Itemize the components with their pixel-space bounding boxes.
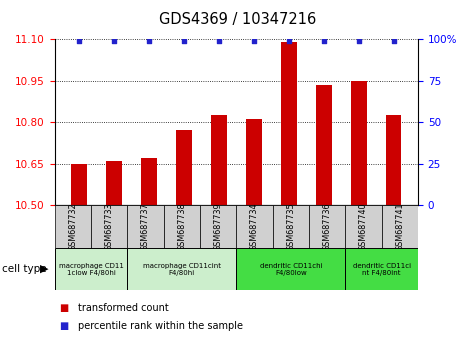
Text: dendritic CD11chi
F4/80low: dendritic CD11chi F4/80low bbox=[259, 263, 322, 275]
Text: GSM687736: GSM687736 bbox=[323, 202, 332, 251]
Bar bbox=[273, 205, 309, 248]
Bar bbox=[345, 248, 418, 290]
Bar bbox=[211, 115, 227, 205]
Text: GDS4369 / 10347216: GDS4369 / 10347216 bbox=[159, 12, 316, 27]
Text: ■: ■ bbox=[59, 321, 68, 331]
Bar bbox=[237, 248, 345, 290]
Bar bbox=[351, 81, 367, 205]
Text: GSM687739: GSM687739 bbox=[214, 202, 223, 251]
Text: cell type: cell type bbox=[2, 264, 47, 274]
Text: GSM687738: GSM687738 bbox=[177, 202, 186, 251]
Point bbox=[75, 39, 83, 44]
Text: GSM687741: GSM687741 bbox=[395, 202, 404, 251]
Bar bbox=[381, 205, 418, 248]
Text: transformed count: transformed count bbox=[78, 303, 169, 313]
Bar bbox=[176, 131, 192, 205]
Text: dendritic CD11ci
nt F4/80int: dendritic CD11ci nt F4/80int bbox=[352, 263, 411, 275]
Point bbox=[180, 39, 188, 44]
Bar bbox=[127, 205, 163, 248]
Bar bbox=[55, 248, 127, 290]
Point bbox=[215, 39, 223, 44]
Bar bbox=[141, 158, 157, 205]
Bar bbox=[316, 85, 332, 205]
Text: percentile rank within the sample: percentile rank within the sample bbox=[78, 321, 243, 331]
Point bbox=[355, 39, 362, 44]
Point bbox=[250, 39, 257, 44]
Text: macrophage CD11
1clow F4/80hi: macrophage CD11 1clow F4/80hi bbox=[58, 263, 124, 275]
Text: GSM687735: GSM687735 bbox=[286, 202, 295, 251]
Text: GSM687734: GSM687734 bbox=[250, 202, 259, 251]
Text: GSM687737: GSM687737 bbox=[141, 202, 150, 251]
Bar bbox=[200, 205, 237, 248]
Bar bbox=[237, 205, 273, 248]
Point bbox=[320, 39, 327, 44]
Text: GSM687733: GSM687733 bbox=[104, 202, 114, 251]
Bar bbox=[106, 161, 122, 205]
Point bbox=[285, 39, 293, 44]
Bar bbox=[91, 205, 127, 248]
Text: ▶: ▶ bbox=[40, 264, 48, 274]
Bar bbox=[309, 205, 345, 248]
Bar bbox=[71, 164, 87, 205]
Text: macrophage CD11cint
F4/80hi: macrophage CD11cint F4/80hi bbox=[143, 263, 221, 275]
Bar bbox=[345, 205, 381, 248]
Text: ■: ■ bbox=[59, 303, 68, 313]
Point bbox=[390, 39, 398, 44]
Point bbox=[110, 39, 118, 44]
Bar bbox=[246, 119, 262, 205]
Bar bbox=[55, 205, 91, 248]
Bar bbox=[127, 248, 237, 290]
Bar bbox=[281, 42, 296, 205]
Text: GSM687740: GSM687740 bbox=[359, 202, 368, 251]
Bar bbox=[163, 205, 200, 248]
Bar bbox=[386, 115, 401, 205]
Text: GSM687732: GSM687732 bbox=[68, 202, 77, 251]
Point bbox=[145, 39, 153, 44]
